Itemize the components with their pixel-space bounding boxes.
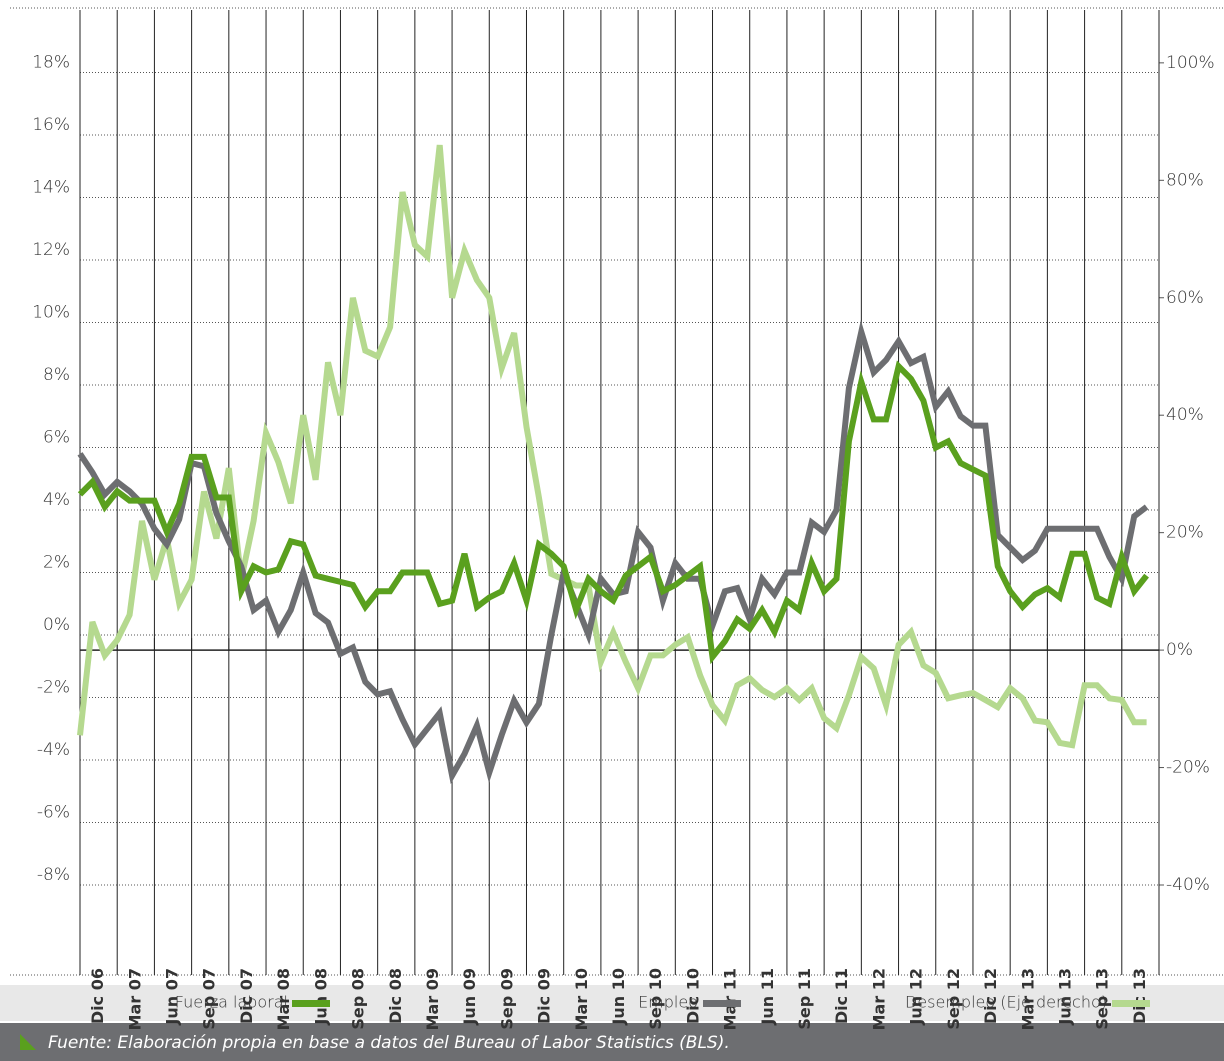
footer-band	[0, 1023, 1224, 1061]
x-tick-label: Dic 09	[535, 968, 554, 1024]
x-tick-label: Jun 13	[1055, 968, 1074, 1026]
x-tick-label: Jun 09	[460, 968, 479, 1026]
y-tick-label: -8%	[37, 865, 70, 885]
legend-swatch	[703, 1000, 741, 1007]
x-tick-label: Mar 11	[721, 968, 740, 1030]
legend-label: Fuerza laboral	[175, 993, 288, 1012]
x-tick-label: Mar 08	[274, 968, 293, 1030]
x-tick-label: Sep 09	[497, 968, 516, 1030]
y2-tick-label: -40%	[1166, 875, 1210, 895]
y2-tick-label: 40%	[1166, 405, 1204, 425]
x-tick-label: Mar 10	[572, 968, 591, 1030]
x-tick-label: Sep 12	[944, 968, 963, 1030]
x-tick-label: Mar 09	[423, 968, 442, 1030]
y-tick-label: 8%	[43, 365, 70, 385]
x-tick-label: Sep 08	[349, 968, 368, 1030]
x-tick-label: Dic 08	[386, 968, 405, 1024]
x-tick-label: Dic 13	[1130, 968, 1149, 1024]
series-line	[77, 360, 1149, 665]
legend-label: Desempleo (Eje derecho)	[905, 993, 1107, 1012]
x-tick-label: Jun 10	[609, 968, 628, 1026]
x-tick-label: Mar 13	[1018, 968, 1037, 1030]
x-tick-label: Dic 07	[237, 968, 256, 1024]
y-tick-label: 18%	[32, 53, 70, 73]
y-tick-label: 14%	[32, 178, 70, 198]
x-tick-label: Sep 13	[1093, 968, 1112, 1030]
x-tick-label: Jun 12	[907, 968, 926, 1026]
x-tick-label: Jun 07	[163, 968, 182, 1026]
y-tick-label: 4%	[43, 490, 70, 510]
legend-band	[0, 985, 1224, 1021]
y2-tick-label: 20%	[1166, 523, 1204, 543]
y-tick-label: 12%	[32, 240, 70, 260]
y-tick-label: 16%	[32, 115, 70, 135]
y-tick-label: -4%	[37, 740, 70, 760]
x-tick-label: Mar 12	[869, 968, 888, 1030]
legend-swatch	[1112, 1000, 1150, 1007]
series-line	[77, 144, 1147, 749]
x-tick-label: Dic 11	[832, 968, 851, 1024]
x-tick-label: Mar 07	[125, 968, 144, 1030]
x-tick-label: Sep 11	[795, 968, 814, 1030]
x-tick-label: Sep 10	[646, 968, 665, 1030]
y2-tick-label: -20%	[1166, 758, 1210, 778]
y2-tick-label: 0%	[1166, 640, 1193, 660]
y2-tick-label: 80%	[1166, 170, 1204, 190]
y-tick-label: -2%	[37, 678, 70, 698]
legend-label: Empleo	[638, 993, 698, 1012]
y-tick-label: 0%	[43, 615, 70, 635]
y-tick-label: 6%	[43, 428, 70, 448]
y-tick-label: 2%	[43, 553, 70, 573]
y2-tick-label: 100%	[1166, 53, 1215, 73]
source-note: Fuente: Elaboración propia en base a dat…	[48, 1033, 730, 1053]
x-tick-label: Dic 12	[981, 968, 1000, 1024]
x-tick-label: Dic 10	[683, 968, 702, 1024]
x-tick-label: Jun 11	[758, 968, 777, 1026]
x-tick-label: Jun 08	[311, 968, 330, 1026]
legend-swatch	[292, 1000, 330, 1007]
x-tick-label: Dic 06	[88, 968, 107, 1024]
y-tick-label: -6%	[37, 803, 70, 823]
x-tick-label: Sep 07	[200, 968, 219, 1030]
y2-tick-label: 60%	[1166, 288, 1204, 308]
footer-icon	[20, 1034, 36, 1050]
y-tick-label: 10%	[32, 303, 70, 323]
